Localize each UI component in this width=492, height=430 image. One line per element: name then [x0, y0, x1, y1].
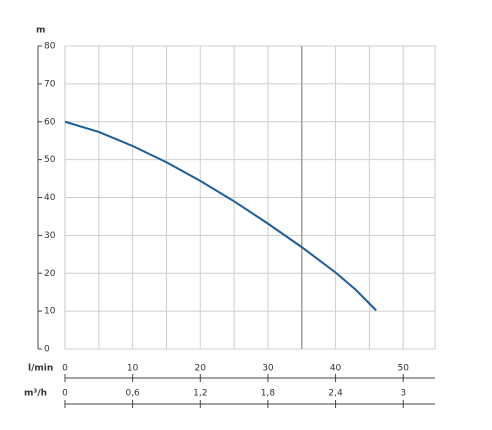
x-tick-label: 10 [127, 364, 139, 374]
curve [64, 120, 377, 312]
y-tick-label: 40 [44, 193, 56, 203]
x2-tick-label: 1,2 [193, 389, 207, 399]
x-tick-label: 50 [397, 364, 409, 374]
x2-tick-label: 1,8 [261, 389, 276, 399]
x-tick-label: 30 [262, 364, 274, 374]
x-tick-label: 20 [195, 364, 207, 374]
y-tick-label: 50 [44, 155, 56, 165]
x2-axis-label: m³/h [24, 389, 47, 399]
x-tick-label: 40 [330, 364, 342, 374]
x-axis-label: l/min [28, 364, 53, 374]
y-tick-label: 60 [44, 117, 56, 127]
x2-tick-label: 3 [400, 389, 406, 399]
y-tick-label: 30 [44, 231, 56, 241]
x2-tick-label: 0,6 [125, 389, 140, 399]
y-axis-label: m [36, 26, 45, 36]
x-tick-label: 0 [62, 364, 68, 374]
x2-tick-label: 2,4 [328, 389, 343, 399]
x2-tick-label: 0 [62, 389, 68, 399]
y-tick-label: 70 [44, 79, 56, 89]
y-tick-label: 0 [44, 345, 50, 355]
y-tick-label: 80 [44, 42, 56, 52]
y-tick-label: 20 [44, 269, 56, 279]
y-tick-label: 10 [44, 307, 56, 317]
